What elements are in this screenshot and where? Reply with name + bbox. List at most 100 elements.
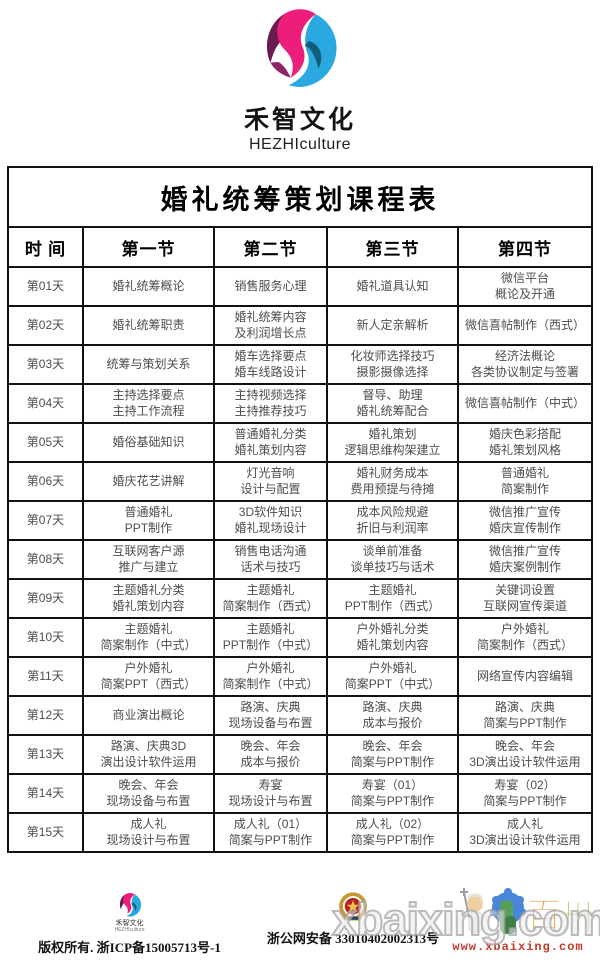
- table-row: 第02天 婚礼统筹职责 婚礼统筹内容 及利润增长点 新人定亲解析 微信喜帖制作（西式）: [6, 305, 594, 346]
- course-cell: 主题婚礼 PPT制作（西式）: [325, 578, 459, 619]
- brand-subtitle: HEZHIculture: [248, 136, 352, 153]
- course-cell: 婚礼统筹概论: [81, 266, 215, 307]
- course-line: 晚会、年会: [494, 738, 555, 753]
- course-line: 主题婚礼分类: [112, 582, 185, 597]
- course-line: 销售电话沟通: [234, 543, 307, 558]
- day-cell: 第10天: [6, 617, 84, 658]
- course-line: 户外婚礼分类: [356, 621, 429, 636]
- course-cell: 互联网客户源 推广与建立: [81, 539, 215, 580]
- course-line: 婚礼统筹概论: [112, 278, 185, 293]
- course-line: 婚礼统筹内容: [234, 309, 307, 324]
- course-cell: 婚车选择要点 婚车线路设计: [212, 344, 328, 385]
- column-header: 第三节: [325, 226, 459, 268]
- course-cell: 化妆师选择技巧 摄影摄像选择: [325, 344, 459, 385]
- course-line: 婚庆案例制作: [488, 559, 561, 574]
- course-line: PPT制作: [124, 520, 173, 535]
- day-cell: 第04天: [6, 383, 84, 424]
- course-line: 成本风险规避: [356, 504, 429, 519]
- course-cell: 路演、庆典 现场设备与布置: [212, 695, 328, 736]
- course-line: 演出设计软件运用: [100, 754, 197, 769]
- course-line: 商业演出概论: [112, 707, 185, 722]
- course-cell: 成本风险规避 折旧与利润率: [325, 500, 459, 541]
- course-line: 婚礼策划风格: [488, 442, 561, 457]
- copyright-text: 版权所有. 浙ICP备15005713号-1: [38, 940, 221, 956]
- course-line: 督导、助理: [362, 387, 423, 402]
- table-row: 第10天 主题婚礼 简案制作（中式） 主题婚礼 PPT制作（中式） 户外婚礼分类 婚礼策划内…: [6, 617, 594, 658]
- course-cell: 婚礼道具认知: [325, 266, 459, 307]
- course-cell: 路演、庆典 简案与PPT制作: [456, 695, 594, 736]
- table-row: 第05天 婚俗基础知识 普通婚礼分类 婚礼策划内容 婚礼策划 逻辑思维构架建立 婚庆色彩搭配…: [6, 422, 594, 463]
- course-cell: 统筹与策划关系: [81, 344, 215, 385]
- day-cell: 第11天: [6, 656, 84, 697]
- course-line: 主持视频选择: [234, 387, 307, 402]
- course-line: 路演、庆典: [362, 699, 423, 714]
- course-line: 微信推广宣传: [488, 543, 561, 558]
- course-line: 简案与PPT制作: [483, 715, 567, 730]
- course-line: 谈单技巧与话术: [350, 559, 435, 574]
- day-cell: 第14天: [6, 773, 84, 814]
- course-line: 及利润增长点: [234, 325, 307, 340]
- course-line: 网络宣传内容编辑: [476, 668, 573, 683]
- course-cell: 主持选择要点 主持工作流程: [81, 383, 215, 424]
- course-cell: 寿宴 现场设计与布置: [212, 773, 328, 814]
- course-line: 主题婚礼: [246, 621, 295, 636]
- course-line: 折旧与利润率: [356, 520, 429, 535]
- course-line: 婚庆宣传制作: [488, 520, 561, 535]
- table-row: 第07天 普通婚礼 PPT制作 3D软件知识 婚礼现场设计 成本风险规避 折旧与利润率 微信推…: [6, 500, 594, 541]
- course-line: 销售服务心理: [234, 278, 307, 293]
- course-cell: 微信推广宣传 婚庆宣传制作: [456, 500, 594, 541]
- page-footer: 禾智文化 HEZHIculture 版权所有. 浙ICP备15005713号-1…: [0, 886, 600, 972]
- course-line: 微信推广宣传: [488, 504, 561, 519]
- course-line: 户外婚礼: [500, 621, 549, 636]
- course-line: 婚礼策划内容: [356, 637, 429, 652]
- course-line: 婚车线路设计: [234, 364, 307, 379]
- course-line: 简案制作（西式）: [222, 598, 319, 613]
- footer-police-block: 浙公网安备 33010402002313号: [248, 892, 458, 947]
- day-cell: 第12天: [6, 695, 84, 736]
- course-line: 简案制作（中式）: [222, 676, 319, 691]
- course-cell: 网络宣传内容编辑: [456, 656, 594, 697]
- hezhi-logo-small-icon: [119, 892, 141, 917]
- course-cell: 商业演出概论: [81, 695, 215, 736]
- table-row: 第15天 成人礼 现场设计与布置 成人礼（01） 简案与PPT制作 成人礼（02） 简案与P…: [6, 812, 594, 853]
- column-header: 时 间: [6, 226, 84, 268]
- course-cell: 主题婚礼分类 婚礼策划内容: [81, 578, 215, 619]
- course-cell: 普通婚礼分类 婚礼策划内容: [212, 422, 328, 463]
- course-line: 简案与PPT制作: [483, 793, 567, 808]
- course-line: 主持推荐技巧: [234, 403, 307, 418]
- course-cell: 路演、庆典 成本与报价: [325, 695, 459, 736]
- course-cell: 晚会、年会 现场设备与布置: [81, 773, 215, 814]
- course-line: 逻辑思维构架建立: [344, 442, 441, 457]
- course-cell: 晚会、年会 简案与PPT制作: [325, 734, 459, 775]
- course-cell: 寿宴（01） 简案与PPT制作: [325, 773, 459, 814]
- course-cell: 灯光音响 设计与配置: [212, 461, 328, 502]
- course-line: 寿宴（01）: [361, 777, 424, 792]
- course-cell: 成人礼（02） 简案与PPT制作: [325, 812, 459, 853]
- course-line: 户外婚礼: [368, 660, 417, 675]
- course-line: 婚礼统筹职责: [112, 317, 185, 332]
- course-cell: 户外婚礼 简案制作（中式）: [212, 656, 328, 697]
- course-cell: 婚庆色彩搭配 婚礼策划风格: [456, 422, 594, 463]
- brand-header: 禾智文化 HEZHIculture: [0, 0, 600, 154]
- course-line: 主题婚礼: [124, 621, 173, 636]
- course-cell: 微信喜帖制作（西式）: [456, 305, 594, 346]
- day-cell: 第02天: [6, 305, 84, 346]
- course-line: 3D演出设计软件运用: [469, 754, 581, 769]
- course-cell: 关键词设置 互联网宣传渠道: [456, 578, 594, 619]
- police-badge-icon: [339, 892, 367, 921]
- course-line: 婚礼道具认知: [356, 278, 429, 293]
- day-cell: 第05天: [6, 422, 84, 463]
- course-cell: 督导、助理 婚礼统筹配合: [325, 383, 459, 424]
- course-line: 简案与PPT制作: [350, 754, 435, 769]
- course-line: 普通婚礼: [500, 465, 549, 480]
- course-line: 路演、庆典: [494, 699, 555, 714]
- course-line: 成本与报价: [240, 754, 301, 769]
- table-row: 第11天 户外婚礼 简案PPT（西式） 户外婚礼 简案制作（中式） 户外婚礼 简案PPT（中…: [6, 656, 594, 697]
- column-header-row: 时 间第一节 第二节 第三节 第四节: [6, 226, 594, 268]
- column-header: 第二节: [212, 226, 328, 268]
- course-line: 简案与PPT制作: [228, 832, 313, 847]
- table-row: 第06天 婚庆花艺讲解 灯光音响 设计与配置 婚礼财务成本 费用预提与待摊 普通婚礼 简案制作: [6, 461, 594, 502]
- course-line: 婚礼现场设计: [234, 520, 307, 535]
- course-table: 婚礼统筹策划课程表 时 间第一节 第二节 第三节 第四节 第01天 婚礼统筹概论 销售服务…: [6, 166, 594, 853]
- course-cell: 婚礼统筹职责: [81, 305, 215, 346]
